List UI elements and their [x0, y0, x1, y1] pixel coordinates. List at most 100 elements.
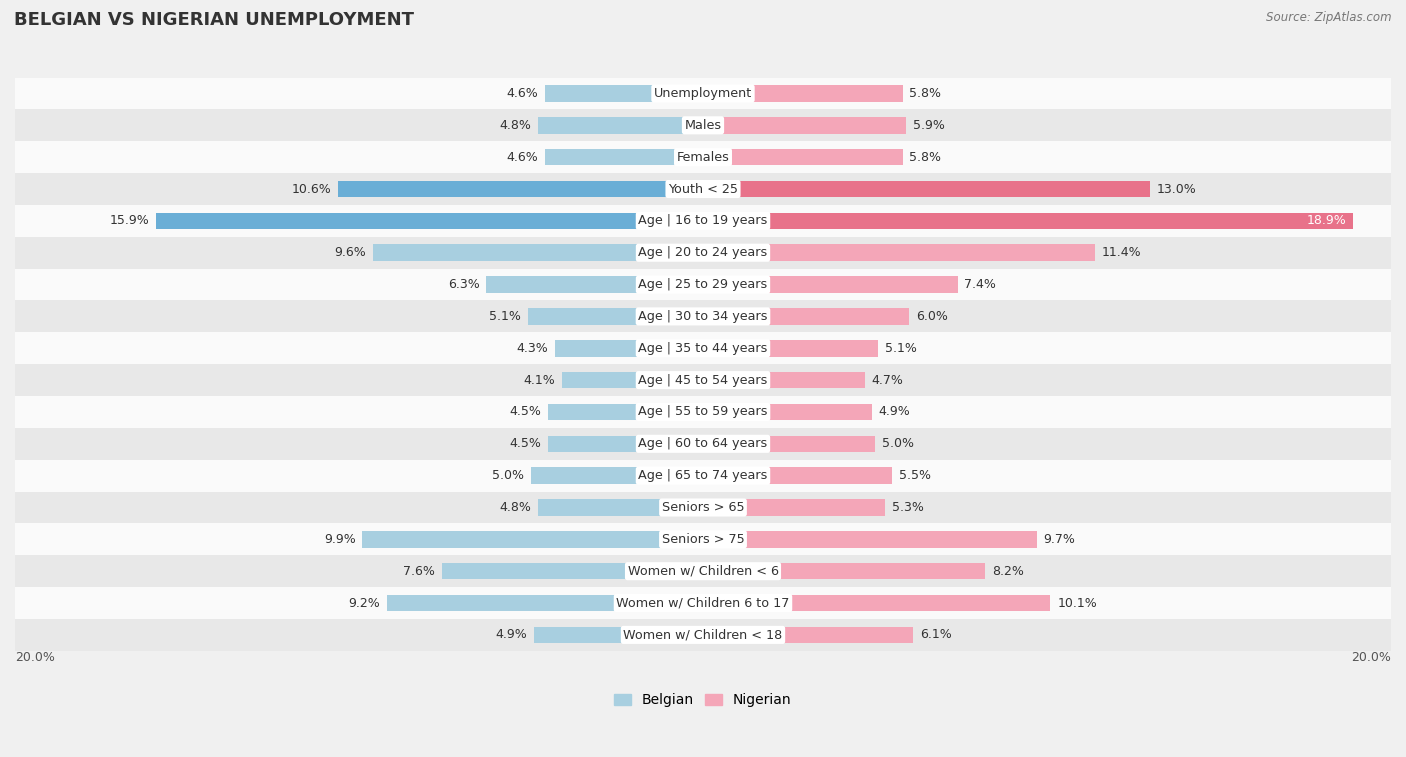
Bar: [538, 499, 703, 516]
Bar: [15, 205, 1391, 237]
Text: 4.9%: 4.9%: [879, 406, 910, 419]
Bar: [703, 340, 879, 357]
Text: Seniors > 65: Seniors > 65: [662, 501, 744, 514]
Bar: [15, 332, 1391, 364]
Bar: [387, 595, 703, 612]
Bar: [703, 149, 903, 166]
Text: Source: ZipAtlas.com: Source: ZipAtlas.com: [1267, 11, 1392, 24]
Bar: [15, 301, 1391, 332]
Text: 11.4%: 11.4%: [1102, 246, 1142, 259]
Text: 4.8%: 4.8%: [499, 501, 531, 514]
Text: 8.2%: 8.2%: [993, 565, 1024, 578]
Bar: [15, 396, 1391, 428]
Text: 15.9%: 15.9%: [110, 214, 149, 227]
Text: Age | 20 to 24 years: Age | 20 to 24 years: [638, 246, 768, 259]
Bar: [703, 86, 903, 101]
Bar: [703, 499, 886, 516]
Text: Age | 25 to 29 years: Age | 25 to 29 years: [638, 278, 768, 291]
Bar: [15, 619, 1391, 651]
Bar: [15, 173, 1391, 205]
Text: 18.9%: 18.9%: [1306, 214, 1347, 227]
Text: Males: Males: [685, 119, 721, 132]
Text: 10.1%: 10.1%: [1057, 597, 1097, 609]
Text: 9.9%: 9.9%: [323, 533, 356, 546]
Bar: [527, 308, 703, 325]
Bar: [703, 563, 986, 579]
Bar: [703, 245, 1095, 261]
Bar: [373, 245, 703, 261]
Bar: [441, 563, 703, 579]
Bar: [15, 237, 1391, 269]
Bar: [703, 372, 865, 388]
Bar: [703, 403, 872, 420]
Bar: [703, 531, 1036, 547]
Bar: [363, 531, 703, 547]
Text: 5.8%: 5.8%: [910, 87, 942, 100]
Bar: [15, 364, 1391, 396]
Text: Women w/ Children < 6: Women w/ Children < 6: [627, 565, 779, 578]
Text: 13.0%: 13.0%: [1157, 182, 1197, 195]
Bar: [15, 556, 1391, 587]
Bar: [703, 435, 875, 452]
Text: 4.6%: 4.6%: [506, 87, 538, 100]
Bar: [531, 467, 703, 484]
Bar: [703, 276, 957, 293]
Bar: [15, 491, 1391, 523]
Text: 5.1%: 5.1%: [489, 310, 520, 323]
Bar: [703, 181, 1150, 198]
Text: 4.8%: 4.8%: [499, 119, 531, 132]
Bar: [703, 467, 893, 484]
Text: 20.0%: 20.0%: [1351, 651, 1391, 664]
Bar: [544, 86, 703, 101]
Text: 5.5%: 5.5%: [898, 469, 931, 482]
Bar: [15, 142, 1391, 173]
Text: Age | 45 to 54 years: Age | 45 to 54 years: [638, 374, 768, 387]
Text: BELGIAN VS NIGERIAN UNEMPLOYMENT: BELGIAN VS NIGERIAN UNEMPLOYMENT: [14, 11, 413, 30]
Bar: [156, 213, 703, 229]
Bar: [339, 181, 703, 198]
Bar: [544, 149, 703, 166]
Text: Age | 60 to 64 years: Age | 60 to 64 years: [638, 438, 768, 450]
Text: Age | 35 to 44 years: Age | 35 to 44 years: [638, 341, 768, 355]
Bar: [15, 110, 1391, 142]
Text: Seniors > 75: Seniors > 75: [662, 533, 744, 546]
Bar: [486, 276, 703, 293]
Text: Youth < 25: Youth < 25: [668, 182, 738, 195]
Legend: Belgian, Nigerian: Belgian, Nigerian: [609, 687, 797, 712]
Text: 5.8%: 5.8%: [910, 151, 942, 164]
Text: Age | 16 to 19 years: Age | 16 to 19 years: [638, 214, 768, 227]
Text: 5.9%: 5.9%: [912, 119, 945, 132]
Bar: [15, 428, 1391, 459]
Bar: [548, 435, 703, 452]
Bar: [534, 627, 703, 643]
Text: 6.1%: 6.1%: [920, 628, 952, 641]
Text: 7.4%: 7.4%: [965, 278, 997, 291]
Text: 4.5%: 4.5%: [509, 438, 541, 450]
Text: 6.0%: 6.0%: [917, 310, 948, 323]
Bar: [15, 77, 1391, 110]
Text: 9.6%: 9.6%: [335, 246, 366, 259]
Bar: [562, 372, 703, 388]
Bar: [703, 213, 1353, 229]
Text: 5.0%: 5.0%: [492, 469, 524, 482]
Text: 4.6%: 4.6%: [506, 151, 538, 164]
Text: 10.6%: 10.6%: [291, 182, 332, 195]
Text: 7.6%: 7.6%: [402, 565, 434, 578]
Text: 9.2%: 9.2%: [347, 597, 380, 609]
Text: 5.1%: 5.1%: [886, 341, 917, 355]
Bar: [548, 403, 703, 420]
Text: Women w/ Children < 18: Women w/ Children < 18: [623, 628, 783, 641]
Text: 4.1%: 4.1%: [523, 374, 555, 387]
Bar: [703, 308, 910, 325]
Text: 9.7%: 9.7%: [1043, 533, 1076, 546]
Bar: [555, 340, 703, 357]
Text: 20.0%: 20.0%: [15, 651, 55, 664]
Text: 4.3%: 4.3%: [516, 341, 548, 355]
Text: Unemployment: Unemployment: [654, 87, 752, 100]
Bar: [15, 587, 1391, 619]
Text: 4.7%: 4.7%: [872, 374, 904, 387]
Bar: [15, 459, 1391, 491]
Bar: [15, 269, 1391, 301]
Text: 4.5%: 4.5%: [509, 406, 541, 419]
Text: Age | 30 to 34 years: Age | 30 to 34 years: [638, 310, 768, 323]
